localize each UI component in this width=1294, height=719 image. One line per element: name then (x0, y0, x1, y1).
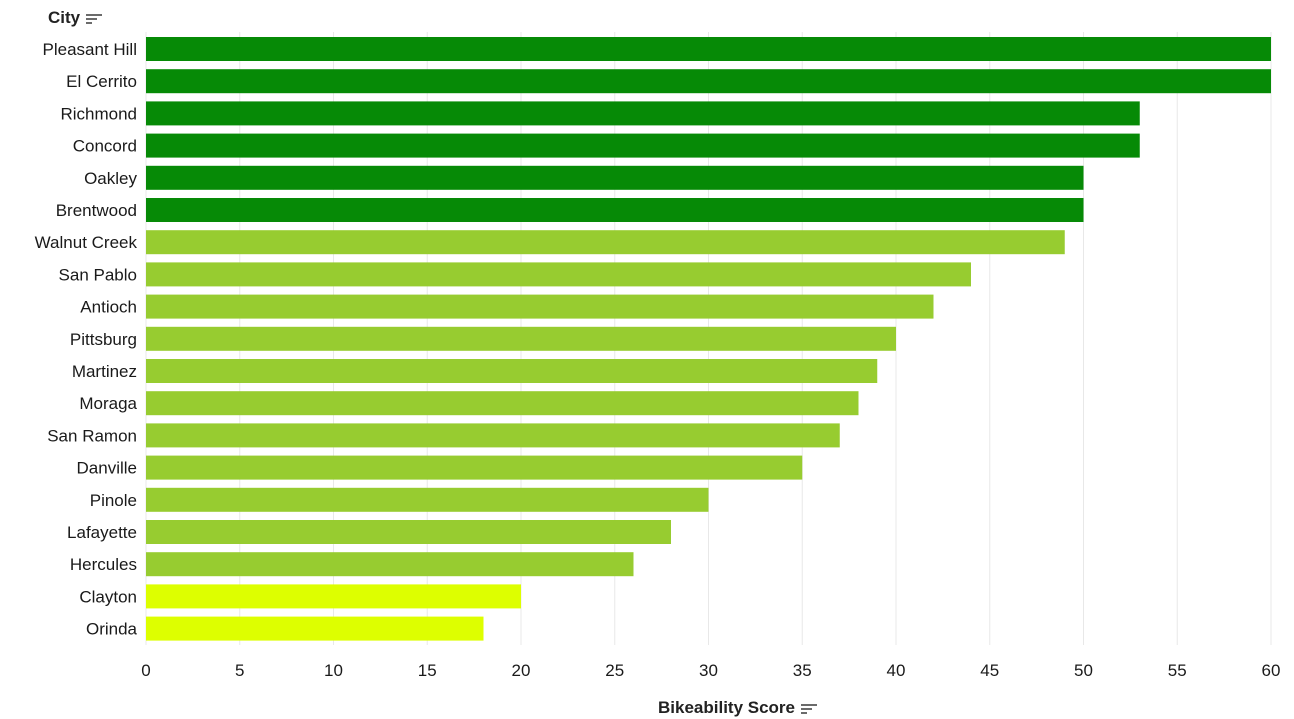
bar[interactable] (146, 326, 896, 351)
category-label: Pleasant Hill (43, 40, 138, 59)
bar[interactable] (146, 133, 1140, 158)
bar[interactable] (146, 391, 859, 416)
x-tick-label: 15 (418, 661, 437, 680)
category-label: Concord (73, 137, 137, 156)
x-axis-title: Bikeability Score (658, 698, 818, 718)
x-tick-label: 0 (141, 661, 150, 680)
category-label: Pittsburg (70, 330, 137, 349)
bar[interactable] (146, 101, 1140, 126)
bar[interactable] (146, 520, 671, 544)
x-tick-label: 5 (235, 661, 244, 680)
category-label: Clayton (79, 587, 137, 606)
bar[interactable] (146, 584, 521, 609)
x-tick-label: 30 (699, 661, 718, 680)
row-header: City (48, 8, 103, 28)
category-label: Richmond (60, 104, 137, 123)
bar[interactable] (146, 616, 484, 641)
bar[interactable] (146, 230, 1065, 255)
x-tick-label: 25 (605, 661, 624, 680)
bar[interactable] (146, 262, 971, 287)
x-tick-label: 55 (1168, 661, 1187, 680)
x-tick-label: 10 (324, 661, 343, 680)
category-label: Martinez (72, 362, 137, 381)
category-label: Hercules (70, 555, 137, 574)
bar[interactable] (146, 455, 803, 480)
x-tick-label: 35 (793, 661, 812, 680)
category-label: Danville (77, 459, 137, 478)
bar[interactable] (146, 69, 1271, 94)
category-label: San Pablo (59, 265, 137, 284)
bar[interactable] (146, 359, 878, 383)
category-label: Pinole (90, 491, 137, 510)
x-tick-label: 45 (980, 661, 999, 680)
category-label: Orinda (86, 620, 138, 639)
category-label: Antioch (80, 298, 137, 317)
bar[interactable] (146, 37, 1271, 61)
category-label: Oakley (84, 169, 137, 188)
category-label: El Cerrito (66, 72, 137, 91)
category-label: Moraga (79, 394, 137, 413)
x-tick-label: 60 (1262, 661, 1281, 680)
bar[interactable] (146, 423, 840, 448)
bar[interactable] (146, 487, 709, 512)
x-axis-title-label: Bikeability Score (658, 698, 796, 717)
category-label: Walnut Creek (35, 233, 138, 252)
row-header-label: City (48, 8, 81, 27)
sort-descending-icon[interactable] (801, 702, 818, 716)
bar[interactable] (146, 165, 1084, 190)
category-label: Lafayette (67, 523, 137, 542)
bar[interactable] (146, 198, 1084, 222)
category-label: San Ramon (47, 426, 137, 445)
x-tick-label: 20 (512, 661, 531, 680)
x-tick-label: 50 (1074, 661, 1093, 680)
sort-descending-icon[interactable] (86, 12, 103, 26)
x-tick-label: 40 (887, 661, 906, 680)
bar[interactable] (146, 294, 934, 319)
bar[interactable] (146, 552, 634, 577)
category-label: Brentwood (56, 201, 137, 220)
